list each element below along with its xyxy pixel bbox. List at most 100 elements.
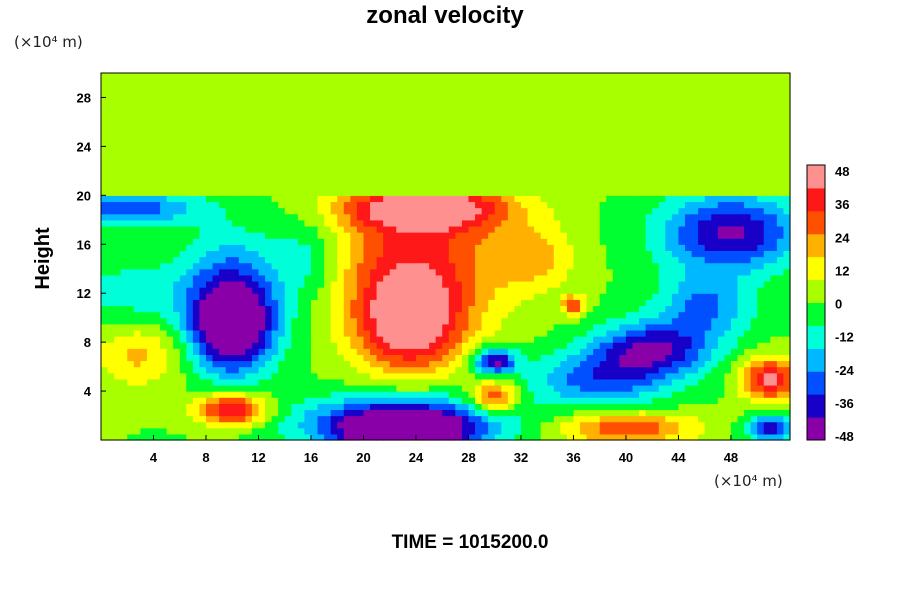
field-cell	[461, 342, 470, 349]
field-cell	[698, 391, 706, 398]
field-cell	[343, 262, 351, 270]
field-cell	[107, 348, 115, 355]
field-cell	[442, 311, 450, 319]
field-cell	[645, 170, 653, 178]
field-cell	[251, 183, 260, 190]
field-cell	[370, 170, 378, 178]
field-cell	[153, 207, 161, 215]
field-cell	[560, 213, 568, 221]
field-cell	[540, 409, 548, 417]
field-cell	[573, 183, 581, 190]
field-cell	[101, 354, 109, 362]
field-cell	[586, 183, 594, 190]
field-cell	[612, 262, 620, 270]
field-cell	[488, 262, 496, 270]
field-cell	[160, 384, 168, 392]
field-cell	[238, 225, 246, 233]
field-cell	[671, 403, 680, 411]
field-cell	[153, 256, 161, 264]
field-cell	[422, 250, 430, 258]
field-cell	[625, 372, 634, 380]
field-cell	[750, 299, 758, 307]
field-cell	[258, 384, 266, 392]
field-cell	[205, 409, 214, 417]
field-cell	[612, 225, 620, 233]
field-cell	[409, 146, 417, 154]
field-cell	[461, 378, 470, 386]
field-cell	[593, 256, 601, 264]
field-cell	[540, 360, 548, 368]
field-cell	[133, 158, 141, 166]
field-cell	[783, 158, 791, 166]
field-cell	[573, 195, 581, 203]
field-cell	[566, 323, 575, 331]
field-cell	[704, 354, 712, 362]
field-cell	[251, 274, 260, 282]
field-cell	[448, 305, 456, 313]
field-cell	[730, 274, 739, 282]
field-cell	[553, 397, 561, 404]
field-cell	[593, 262, 601, 270]
field-cell	[356, 189, 365, 196]
field-cell	[101, 268, 109, 276]
field-cell	[783, 274, 791, 282]
field-cell	[278, 433, 286, 441]
field-cell	[304, 403, 312, 411]
field-cell	[468, 152, 476, 160]
field-cell	[619, 232, 627, 239]
field-cell	[744, 427, 752, 435]
field-cell	[435, 366, 443, 374]
field-cell	[389, 268, 397, 276]
field-cell	[573, 323, 581, 331]
field-cell	[730, 329, 739, 337]
field-cell	[383, 415, 391, 423]
field-cell	[343, 189, 351, 196]
field-cell	[481, 232, 489, 239]
field-cell	[396, 201, 404, 209]
field-cell	[776, 433, 785, 441]
field-cell	[580, 433, 588, 441]
field-cell	[114, 219, 122, 227]
field-cell	[166, 384, 174, 392]
field-cell	[455, 293, 463, 300]
field-cell	[107, 391, 115, 398]
field-cell	[698, 415, 706, 423]
field-cell	[442, 415, 450, 423]
field-cell	[225, 280, 233, 288]
field-cell	[317, 415, 325, 423]
field-cell	[586, 415, 594, 423]
field-cell	[304, 207, 312, 215]
field-cell	[547, 250, 555, 258]
field-cell	[107, 409, 115, 417]
field-cell	[219, 372, 227, 380]
field-cell	[370, 225, 378, 233]
field-cell	[645, 317, 653, 325]
field-cell	[540, 329, 548, 337]
field-cell	[586, 391, 594, 398]
field-cell	[698, 378, 706, 386]
field-cell	[370, 207, 378, 215]
field-cell	[593, 348, 601, 355]
field-cell	[370, 305, 378, 313]
field-cell	[337, 366, 345, 374]
field-cell	[488, 287, 496, 294]
field-cell	[284, 287, 292, 294]
field-cell	[297, 421, 306, 429]
field-cell	[396, 427, 404, 435]
field-cell	[107, 366, 115, 374]
field-cell	[225, 317, 233, 325]
field-cell	[704, 311, 712, 319]
field-cell	[435, 384, 443, 392]
field-cell	[586, 170, 594, 178]
field-cell	[415, 391, 424, 398]
field-cell	[435, 415, 443, 423]
field-cell	[265, 366, 273, 374]
field-cell	[724, 256, 732, 264]
field-cell	[429, 287, 437, 294]
field-cell	[179, 384, 187, 392]
field-cell	[593, 354, 601, 362]
field-cell	[114, 342, 122, 349]
field-cell	[192, 250, 201, 258]
field-cell	[527, 305, 535, 313]
field-cell	[639, 391, 647, 398]
